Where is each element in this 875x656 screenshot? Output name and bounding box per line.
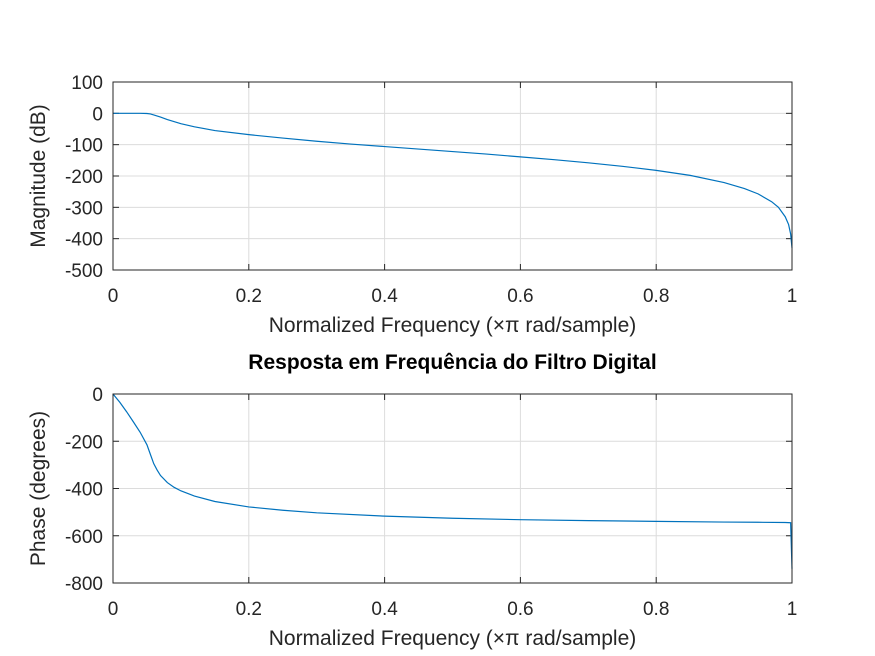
- magnitude-y-tick-label: -500: [65, 261, 103, 282]
- phase-y-tick-label: 0: [92, 385, 103, 406]
- magnitude-grid: [112, 81, 793, 271]
- phase-ticks: 0 0.2 0.4 0.6 0.8 1 0 -200 -400 -600 -800: [65, 385, 797, 620]
- phase-x-tick-label: 1: [787, 599, 798, 620]
- magnitude-x-tick-label: 0.4: [371, 286, 398, 307]
- chart-title: Resposta em Frequência do Filtro Digital: [248, 351, 656, 374]
- magnitude-x-tick-label: 0.8: [643, 286, 669, 307]
- phase-axes: Resposta em Frequência do Filtro Digital…: [27, 351, 797, 650]
- magnitude-x-tick-label: 0: [108, 286, 119, 307]
- phase-x-tick-label: 0.2: [236, 599, 262, 620]
- phase-x-tick-label: 0.6: [507, 599, 533, 620]
- magnitude-y-tick-label: -200: [65, 167, 103, 188]
- magnitude-x-axis-label: Normalized Frequency (×π rad/sample): [269, 314, 637, 337]
- phase-y-tick-label: -600: [65, 527, 103, 548]
- magnitude-series-line: [113, 112, 793, 249]
- phase-y-tick-label: -200: [65, 432, 103, 453]
- phase-x-tick-label: 0: [108, 599, 119, 620]
- magnitude-y-tick-label: -400: [65, 230, 103, 251]
- magnitude-x-tick-label: 0.6: [507, 286, 533, 307]
- magnitude-axes-box: [112, 81, 793, 271]
- phase-series-line: [112, 393, 793, 569]
- magnitude-axes: 0 0.2 0.4 0.6 0.8 1 100 0 -100 -200 -300 -400 -500 N…: [27, 73, 797, 337]
- magnitude-y-axis-label: Magnitude (dB): [27, 104, 50, 248]
- magnitude-y-tick-label: -300: [65, 198, 103, 219]
- phase-grid: [112, 393, 793, 584]
- phase-y-tick-label: -400: [65, 480, 103, 501]
- phase-y-axis-label: Phase (degrees): [27, 411, 50, 566]
- phase-axes-box: [112, 393, 793, 584]
- phase-y-tick-label: -800: [65, 574, 103, 595]
- magnitude-y-tick-label: 0: [92, 104, 103, 125]
- phase-x-tick-label: 0.8: [643, 599, 669, 620]
- phase-x-axis-label: Normalized Frequency (×π rad/sample): [269, 627, 637, 650]
- magnitude-y-tick-label: -100: [65, 136, 103, 157]
- magnitude-x-tick-label: 1: [787, 286, 798, 307]
- magnitude-x-tick-label: 0.2: [236, 286, 262, 307]
- magnitude-y-tick-label: 100: [71, 73, 103, 94]
- magnitude-ticks: 0 0.2 0.4 0.6 0.8 1 100 0 -100 -200 -300 -400 -500: [65, 73, 797, 307]
- phase-x-tick-label: 0.4: [371, 599, 398, 620]
